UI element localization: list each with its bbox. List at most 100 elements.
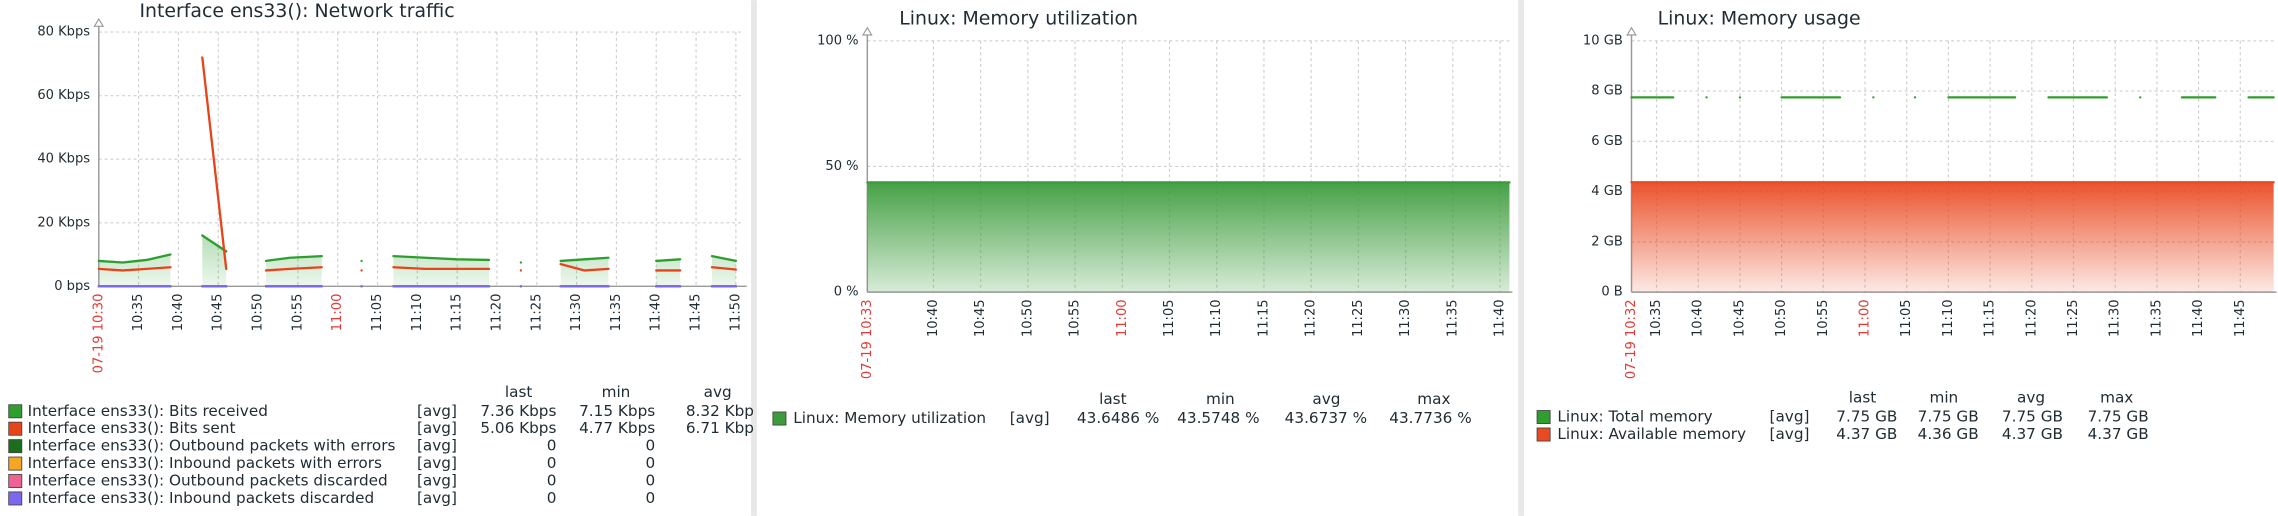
x-tick-label: 07-19 10:32 [1624, 299, 1639, 379]
x-tick-label: 10:40 [926, 299, 941, 337]
area [867, 182, 1510, 293]
area [1631, 182, 2274, 293]
axis-arrow [861, 26, 873, 36]
legend-func: [avg] [417, 454, 457, 472]
x-tick-label: 11:05 [370, 294, 385, 332]
x-tick-label: 10:35 [131, 294, 146, 332]
legend-label: Linux: Total memory [1557, 408, 1712, 426]
legend-swatch [8, 404, 23, 419]
x-tick-label: 10:50 [251, 294, 266, 332]
legend-value: 5.06 Kbps [480, 419, 556, 437]
legend-value: 4.37 GB [2088, 425, 2149, 443]
legend-header: last [1099, 390, 1127, 408]
legend-value: 0 [547, 454, 557, 472]
chart-title: Interface ens33(): Network traffic [139, 0, 454, 22]
x-tick-label: 11:20 [489, 294, 504, 332]
legend-value: 4.37 GB [1836, 425, 1897, 443]
legend-value: 0 [646, 489, 656, 507]
legend-header: avg [2017, 389, 2045, 407]
legend-func: [avg] [417, 437, 457, 455]
y-tick-label: 20 Kbps [37, 215, 90, 230]
x-tick-label: 11:50 [728, 294, 743, 332]
chart-title: Linux: Memory usage [1658, 8, 1861, 30]
legend-label: Linux: Available memory [1557, 425, 1746, 443]
y-tick-label: 100 % [817, 33, 859, 48]
legend-label: Linux: Memory utilization [793, 409, 986, 427]
legend-func: [avg] [417, 472, 457, 490]
x-tick-label: 11:45 [2233, 299, 2248, 337]
x-tick-label: 10:55 [1068, 299, 1083, 337]
x-tick-label: 11:30 [2108, 299, 2123, 337]
y-tick-label: 80 Kbps [37, 25, 90, 40]
x-tick-label: 11:35 [2149, 299, 2164, 337]
x-tick-label: 10:55 [290, 294, 305, 332]
chart-title: Linux: Memory utilization [899, 8, 1138, 30]
legend-func: [avg] [1010, 409, 1050, 427]
legend-value: 0 [646, 454, 656, 472]
legend-func: [avg] [417, 419, 457, 437]
x-tick-label: 11:30 [1398, 299, 1413, 337]
y-tick-label: 8 GB [1591, 84, 1623, 99]
legend-swatch [1536, 410, 1551, 425]
x-tick-label: 07-19 10:33 [860, 299, 875, 379]
legend-header: max [1417, 390, 1450, 408]
x-tick-label: 11:40 [1493, 299, 1508, 337]
legend-swatch [8, 456, 23, 471]
legend-swatch [8, 474, 23, 488]
separator [751, 0, 757, 516]
axis-arrow [93, 17, 105, 27]
legend-value: 43.7736 % [1389, 409, 1471, 427]
legend-header: min [1206, 390, 1235, 408]
legend-func: [avg] [417, 489, 457, 507]
legend-label: Interface ens33(): Bits received [28, 402, 268, 420]
x-tick-label: 11:35 [609, 294, 624, 332]
legend-value: 4.77 Kbps [579, 419, 655, 437]
legend-header: last [1849, 389, 1877, 407]
widget: Linux: Memory utilization 0 % 50 % 100 % 07-… [772, 8, 1513, 427]
legend-header: avg [1312, 390, 1340, 408]
legend-value: 4.36 GB [1918, 425, 1979, 443]
legend-label: Interface ens33(): Inbound packets with … [28, 454, 382, 472]
line [97, 56, 738, 272]
x-tick-label: 11:00 [1858, 299, 1873, 337]
x-tick-label: 11:40 [649, 294, 664, 332]
x-tick-label: 11:10 [410, 294, 425, 332]
x-tick-label: 11:20 [1304, 299, 1319, 337]
y-tick-label: 40 Kbps [37, 152, 90, 167]
x-tick-label: 10:45 [1732, 299, 1747, 337]
legend-value: 43.5748 % [1177, 409, 1259, 427]
legend-value: 7.15 Kbps [579, 402, 655, 420]
separator [1518, 0, 1524, 516]
y-tick-label: 2 GB [1591, 234, 1623, 249]
legend-value: 7.36 Kbps [480, 402, 556, 420]
legend-value: 7.75 GB [2002, 408, 2063, 426]
legend-value: 0 [547, 489, 557, 507]
legend-swatch [8, 421, 23, 436]
x-tick-label: 10:55 [1816, 299, 1831, 337]
x-tick-label: 11:25 [2066, 299, 2081, 337]
legend-header: min [602, 383, 631, 401]
x-tick-label: 11:10 [1941, 299, 1956, 337]
legend-header: avg [704, 383, 732, 401]
x-tick-label: 11:30 [569, 294, 584, 332]
x-tick-label: 10:35 [1649, 299, 1664, 337]
y-tick-label: 4 GB [1591, 184, 1623, 199]
legend-value: 6.71 Kbp [686, 419, 754, 437]
legend-label: Interface ens33(): Bits sent [28, 419, 236, 437]
legend-header: last [505, 383, 533, 401]
y-tick-label: 60 Kbps [37, 88, 90, 103]
x-tick-label: 11:00 [330, 294, 345, 332]
y-tick-label: 0 bps [54, 279, 90, 294]
legend-header: max [2100, 389, 2133, 407]
line [97, 234, 738, 264]
x-tick-label: 11:25 [1351, 299, 1366, 337]
legend-value: 7.75 GB [2088, 408, 2149, 426]
legend-value: 0 [547, 437, 557, 455]
x-tick-label: 10:50 [1774, 299, 1789, 337]
legend-swatch [1536, 427, 1551, 442]
x-tick-label: 10:50 [1020, 299, 1035, 337]
area [98, 235, 736, 287]
legend-swatch [8, 491, 23, 506]
x-tick-label: 07-19 10:30 [91, 294, 106, 374]
